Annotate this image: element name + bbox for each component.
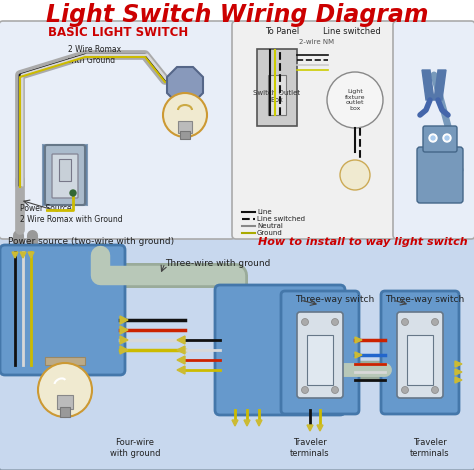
- Text: Power Source
2 Wire Romax with Ground: Power Source 2 Wire Romax with Ground: [20, 204, 123, 224]
- Polygon shape: [120, 346, 128, 354]
- Circle shape: [163, 93, 207, 137]
- FancyBboxPatch shape: [297, 312, 343, 398]
- Polygon shape: [317, 425, 323, 431]
- FancyBboxPatch shape: [45, 145, 85, 205]
- Text: Traveler
terminals: Traveler terminals: [290, 439, 330, 458]
- Text: To Panel: To Panel: [265, 28, 299, 37]
- Circle shape: [301, 319, 309, 326]
- Polygon shape: [355, 337, 362, 343]
- Circle shape: [431, 136, 435, 140]
- Bar: [268, 75, 286, 115]
- Bar: [60, 407, 70, 417]
- FancyBboxPatch shape: [232, 21, 396, 239]
- Text: Traveler
terminals: Traveler terminals: [410, 439, 450, 458]
- Circle shape: [163, 93, 207, 137]
- FancyBboxPatch shape: [423, 126, 457, 152]
- Circle shape: [327, 72, 383, 128]
- Polygon shape: [434, 70, 446, 100]
- Bar: [59, 159, 71, 181]
- Text: How to install to way light switch: How to install to way light switch: [258, 237, 468, 247]
- Polygon shape: [28, 252, 34, 258]
- Polygon shape: [12, 252, 18, 258]
- Circle shape: [401, 319, 409, 326]
- Text: Neutral: Neutral: [257, 223, 283, 229]
- Bar: [407, 335, 433, 385]
- Polygon shape: [177, 346, 185, 354]
- Bar: [45, 357, 85, 365]
- FancyBboxPatch shape: [281, 291, 359, 414]
- Polygon shape: [455, 361, 462, 367]
- Polygon shape: [422, 70, 434, 100]
- Polygon shape: [177, 366, 185, 374]
- Text: Switch Outlet
Box: Switch Outlet Box: [254, 90, 301, 103]
- Circle shape: [443, 134, 451, 142]
- Text: Light Switch Wiring Diagram: Light Switch Wiring Diagram: [46, 3, 428, 27]
- Circle shape: [431, 386, 438, 393]
- Circle shape: [445, 136, 449, 140]
- Text: BASIC LIGHT SWITCH: BASIC LIGHT SWITCH: [48, 25, 188, 39]
- FancyBboxPatch shape: [397, 312, 443, 398]
- Text: Three-way switch: Three-way switch: [295, 296, 374, 305]
- Text: Line switched: Line switched: [323, 28, 381, 37]
- Bar: [180, 131, 190, 139]
- FancyBboxPatch shape: [417, 147, 463, 203]
- Bar: [43, 145, 87, 205]
- Circle shape: [38, 363, 92, 417]
- Text: Ground: Ground: [257, 230, 283, 236]
- Polygon shape: [167, 67, 203, 103]
- FancyBboxPatch shape: [52, 154, 78, 198]
- Bar: [307, 335, 333, 385]
- Text: Light
fixture
outlet
box: Light fixture outlet box: [345, 89, 365, 111]
- Bar: [57, 395, 73, 409]
- Polygon shape: [256, 420, 262, 426]
- Polygon shape: [455, 377, 462, 383]
- Text: Power source (two-wire with ground): Power source (two-wire with ground): [8, 237, 174, 246]
- Polygon shape: [120, 336, 128, 344]
- Text: Three-way switch: Three-way switch: [385, 296, 464, 305]
- FancyBboxPatch shape: [393, 21, 474, 239]
- Circle shape: [401, 386, 409, 393]
- Polygon shape: [120, 316, 128, 324]
- Text: Line: Line: [257, 209, 272, 215]
- Polygon shape: [20, 252, 26, 258]
- Polygon shape: [455, 369, 462, 375]
- Text: Line switched: Line switched: [257, 216, 305, 222]
- Circle shape: [431, 319, 438, 326]
- FancyBboxPatch shape: [215, 285, 345, 415]
- Polygon shape: [177, 356, 185, 364]
- Circle shape: [340, 160, 370, 190]
- Text: 2-wire NM: 2-wire NM: [300, 39, 335, 45]
- Text: Three-wire with ground: Three-wire with ground: [165, 258, 270, 267]
- FancyBboxPatch shape: [0, 21, 235, 239]
- FancyBboxPatch shape: [0, 245, 125, 375]
- Polygon shape: [355, 352, 362, 358]
- Circle shape: [301, 386, 309, 393]
- FancyBboxPatch shape: [257, 49, 297, 126]
- Circle shape: [70, 190, 76, 196]
- Polygon shape: [120, 326, 128, 334]
- FancyBboxPatch shape: [0, 234, 474, 470]
- Polygon shape: [232, 420, 238, 426]
- Circle shape: [331, 319, 338, 326]
- Circle shape: [331, 386, 338, 393]
- Polygon shape: [244, 420, 250, 426]
- Text: 2 Wire Romax
with Ground: 2 Wire Romax with Ground: [68, 45, 121, 65]
- Bar: [178, 121, 192, 133]
- Circle shape: [429, 134, 437, 142]
- Text: Four-wire
with ground: Four-wire with ground: [110, 439, 160, 458]
- Polygon shape: [177, 336, 185, 344]
- Polygon shape: [307, 425, 313, 431]
- FancyBboxPatch shape: [381, 291, 459, 414]
